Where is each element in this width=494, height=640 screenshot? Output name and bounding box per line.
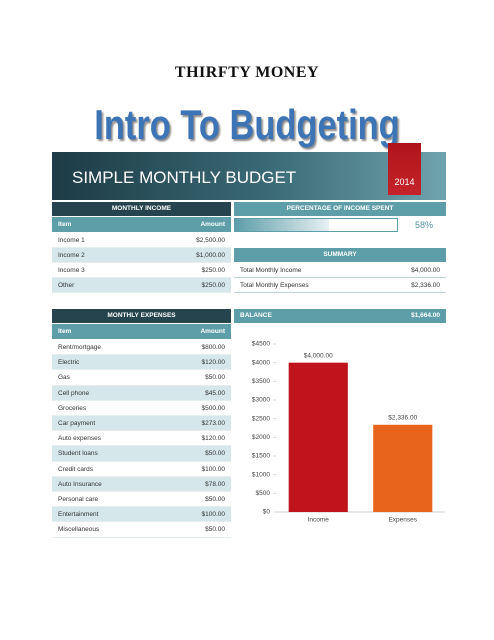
row-amount: $800.00 bbox=[201, 344, 226, 351]
column-header: Amount bbox=[200, 328, 225, 335]
row-amount: $273.00 bbox=[201, 420, 226, 427]
section-header: MONTHLY EXPENSES bbox=[52, 309, 231, 323]
row-amount: $50.00 bbox=[205, 450, 225, 458]
banner-title: SIMPLE MONTHLY BUDGET bbox=[72, 168, 297, 187]
row-item: Personal care bbox=[58, 496, 99, 503]
y-tick-label: $1500 bbox=[252, 453, 270, 460]
summary-item: Total Monthly Expenses bbox=[240, 282, 309, 289]
table-row bbox=[52, 416, 231, 432]
row-amount: $100.00 bbox=[201, 511, 226, 519]
row-item: Auto expenses bbox=[58, 435, 102, 443]
row-amount: $250.00 bbox=[201, 267, 226, 274]
table-row bbox=[52, 492, 231, 508]
row-amount: $100.00 bbox=[201, 465, 226, 473]
row-amount: $120.00 bbox=[201, 359, 226, 367]
value-label: $2,336.00 bbox=[388, 415, 417, 422]
section-header: MONTHLY INCOME bbox=[52, 202, 231, 216]
section-header: SUMMARY bbox=[234, 248, 446, 262]
value-label: $4,000.00 bbox=[304, 352, 333, 359]
x-tick-label: Income bbox=[308, 517, 330, 524]
column-header-row bbox=[52, 324, 231, 339]
summary-amount: $4,000.00 bbox=[411, 267, 440, 274]
column-header-row bbox=[52, 217, 231, 232]
y-tick-label: $4000 bbox=[252, 359, 270, 366]
y-tick-label: $2000 bbox=[252, 434, 270, 441]
table-row bbox=[52, 476, 231, 492]
column-header: Item bbox=[58, 328, 72, 335]
y-tick-label: $4500 bbox=[252, 341, 270, 348]
y-tick-label: $500 bbox=[256, 490, 271, 497]
table-row bbox=[52, 446, 231, 462]
year-tab: 2014 bbox=[388, 143, 421, 195]
row-item: Miscellaneous bbox=[58, 526, 100, 534]
row-item: Rent/mortgage bbox=[58, 344, 101, 351]
row-item: Auto Insurance bbox=[58, 480, 102, 488]
y-tick-label: $1000 bbox=[252, 471, 270, 478]
y-tick-label: $3000 bbox=[252, 397, 270, 404]
row-item: Car payment bbox=[58, 420, 96, 427]
title: Intro To Budgeting bbox=[94, 101, 400, 148]
row-item: Student loans bbox=[58, 450, 98, 458]
summary-row bbox=[234, 263, 446, 278]
table-row bbox=[52, 248, 231, 263]
table-row bbox=[52, 385, 231, 401]
section-header: PERCENTAGE OF INCOME SPENT bbox=[234, 202, 446, 216]
column-header: Item bbox=[58, 221, 72, 228]
summary-row bbox=[234, 278, 446, 293]
row-item: Credit cards bbox=[58, 465, 94, 473]
row-item: Income 2 bbox=[58, 252, 85, 259]
row-item: Income 3 bbox=[58, 267, 85, 274]
brand: THIRFTY MONEY bbox=[174, 64, 320, 81]
row-item: Groceries bbox=[58, 404, 87, 412]
bar bbox=[288, 362, 348, 512]
y-tick-label: $2500 bbox=[252, 415, 270, 422]
row-amount: $250.00 bbox=[201, 282, 226, 289]
table-row bbox=[52, 233, 231, 248]
balance-title: BALANCE bbox=[240, 312, 272, 319]
table-row bbox=[52, 340, 231, 356]
row-amount: $50.00 bbox=[205, 374, 225, 382]
table-row bbox=[52, 355, 231, 371]
balance-bar bbox=[234, 309, 446, 323]
banner bbox=[52, 152, 446, 200]
summary-amount: $2,336.00 bbox=[411, 282, 440, 289]
table-row bbox=[52, 522, 231, 538]
row-amount: $2,500.00 bbox=[196, 237, 225, 244]
table-row bbox=[52, 431, 231, 447]
row-amount: $50.00 bbox=[205, 496, 225, 503]
percentage-label: 58% bbox=[414, 220, 433, 230]
row-item: Other bbox=[58, 282, 75, 289]
row-amount: $500.00 bbox=[201, 404, 226, 412]
table-row bbox=[52, 370, 231, 386]
row-item: Electric bbox=[58, 359, 80, 367]
table-row bbox=[52, 263, 231, 278]
balance-amount: $1,664.00 bbox=[411, 312, 440, 319]
table-row bbox=[52, 461, 231, 477]
row-amount: $50.00 bbox=[205, 526, 225, 534]
summary-item: Total Monthly Income bbox=[240, 267, 302, 274]
table-row bbox=[52, 400, 231, 416]
progress-fill bbox=[235, 219, 329, 231]
table-row bbox=[52, 507, 231, 523]
y-tick-label: $3500 bbox=[252, 378, 270, 385]
row-item: Cell phone bbox=[58, 389, 90, 397]
x-tick-label: Expenses bbox=[388, 517, 417, 524]
table-row bbox=[52, 278, 231, 293]
bar bbox=[373, 424, 433, 512]
row-item: Entertainment bbox=[58, 511, 99, 519]
column-header: Amount bbox=[200, 221, 225, 228]
y-tick-label: $0 bbox=[263, 509, 271, 516]
row-item: Income 1 bbox=[58, 237, 85, 244]
row-amount: $1,000.00 bbox=[196, 252, 225, 259]
row-amount: $45.00 bbox=[205, 389, 225, 397]
row-amount: $78.00 bbox=[205, 480, 225, 488]
row-amount: $120.00 bbox=[201, 435, 226, 443]
row-item: Gas bbox=[58, 374, 70, 382]
